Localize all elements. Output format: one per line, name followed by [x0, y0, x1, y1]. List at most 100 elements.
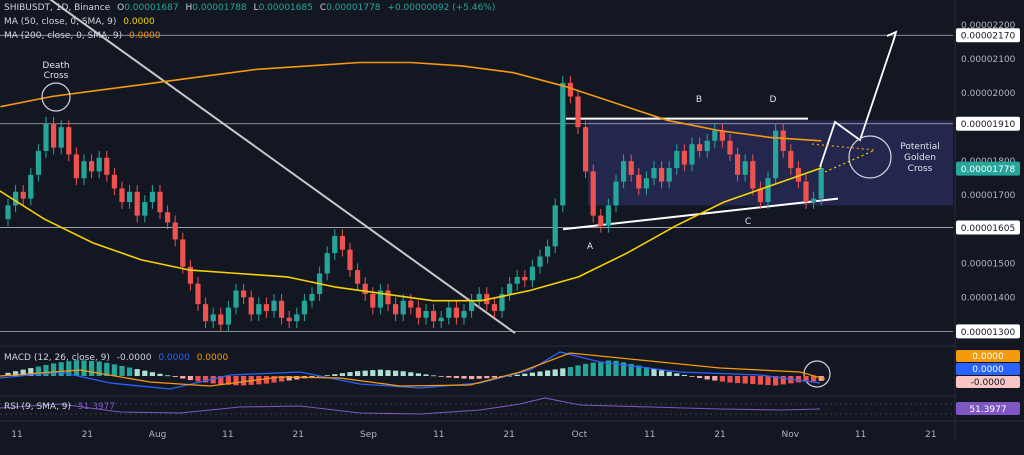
macd-bar [712, 376, 718, 381]
candle-up [818, 167, 824, 199]
candle-up [81, 161, 87, 179]
candle-up [529, 266, 535, 281]
arrow-head [886, 30, 898, 43]
macd-bar [461, 376, 467, 379]
candle-down [788, 150, 794, 168]
candle-up [742, 161, 748, 175]
macd-bar [347, 372, 353, 376]
macd-bar [73, 360, 79, 376]
macd-bar [187, 376, 193, 381]
macd-bar [385, 370, 391, 376]
candle-down [218, 314, 224, 325]
badge-label: 0.00001605 [961, 224, 1015, 234]
macd-bar [628, 363, 634, 376]
candle-down [104, 157, 110, 175]
macd-bar [765, 376, 771, 386]
macd-bar [104, 362, 110, 376]
x-tick-label: 11 [433, 430, 444, 440]
candle-up [712, 130, 718, 141]
macd-bar [727, 376, 733, 383]
x-tick-label: 21 [714, 430, 725, 440]
candle-down [134, 191, 140, 216]
candle-down [355, 270, 361, 284]
x-tick-label: 11 [855, 430, 866, 440]
candle-down [248, 297, 254, 315]
macd-bar [803, 376, 809, 382]
macd-bar [529, 372, 535, 376]
ma200-legend[interactable]: MA (200, close, 0, SMA, 9) 0.0000 [4, 30, 165, 42]
candle-down [51, 123, 57, 148]
rsi-badge [956, 402, 1020, 415]
rsi-pane [0, 397, 953, 415]
macd-value-1: -0.0000 [116, 353, 152, 363]
macd-bar [507, 375, 513, 377]
candle-down [385, 290, 391, 305]
y-tick-label: 0.00001700 [961, 191, 1016, 201]
x-tick-label: 11 [222, 430, 233, 440]
candle-down [187, 266, 193, 284]
rsi-legend[interactable]: RSI (9, SMA, 9) 51.3977 [4, 401, 119, 413]
macd-bar [643, 367, 649, 376]
x-tick-label: Aug [149, 430, 167, 440]
price-line-badge [956, 116, 1020, 131]
candle-down [195, 283, 201, 305]
x-tick-label: 11 [644, 430, 655, 440]
macd-bar [81, 360, 87, 376]
candle-down [172, 222, 178, 240]
macd-bar [431, 375, 437, 377]
close-value: 0.00001778 [326, 3, 381, 13]
candle-down [347, 249, 353, 271]
candle-up [301, 300, 307, 315]
ma200-line [0, 61, 822, 142]
candle-up [469, 300, 475, 311]
projection-arrow [819, 35, 896, 168]
candle-up [689, 144, 695, 165]
macd-bar [575, 365, 581, 376]
macd-bar [537, 371, 543, 376]
ma50-legend[interactable]: MA (50, close, 0, SMA, 9) 0.0000 [4, 16, 159, 28]
symbol-label[interactable]: SHIBUSDT, 1D, Binance [4, 3, 111, 13]
macd-bar [241, 376, 247, 386]
x-tick-label: Nov [782, 430, 800, 440]
candle-up [256, 304, 262, 315]
candle-up [294, 314, 300, 322]
candle-up [651, 167, 657, 179]
badge-label: 0.00001910 [961, 120, 1016, 130]
ma50-projection [824, 149, 876, 173]
death-cross-label: Cross [44, 71, 69, 81]
macd-bar [476, 376, 482, 379]
candle-up [537, 256, 543, 267]
candle-up [58, 127, 64, 148]
candle-down [279, 300, 285, 318]
candle-down [111, 174, 117, 189]
macd-legend[interactable]: MACD (12, 26, close, 9) -0.0000 0.0000 0… [4, 352, 232, 364]
badge-label: 0.00002170 [961, 32, 1016, 42]
macd-bar [795, 376, 801, 383]
macd-bar [605, 360, 611, 376]
golden-cross-circle [848, 135, 892, 179]
macd-bar [89, 360, 95, 376]
candle-down [598, 215, 604, 226]
candle-up [773, 130, 779, 179]
macd-bar [773, 376, 779, 386]
macd-bar [750, 376, 756, 385]
candle-down [681, 150, 687, 165]
macd-bar [423, 374, 429, 376]
macd-bar [119, 365, 125, 376]
ma50-label: MA (50, close, 0, SMA, 9) [4, 17, 117, 27]
macd-bar [58, 362, 64, 376]
macd-bar [127, 367, 133, 376]
candle-up [210, 314, 216, 322]
macd-bar [742, 376, 748, 384]
macd-bar [157, 373, 163, 376]
macd-line [0, 351, 821, 390]
macd-bar [165, 375, 171, 377]
candle-down [735, 154, 741, 175]
candle-up [309, 293, 315, 301]
candle-down [697, 144, 703, 151]
macd-badge [956, 363, 1020, 375]
candle-down [73, 154, 79, 179]
death-cross-circle [41, 82, 71, 112]
